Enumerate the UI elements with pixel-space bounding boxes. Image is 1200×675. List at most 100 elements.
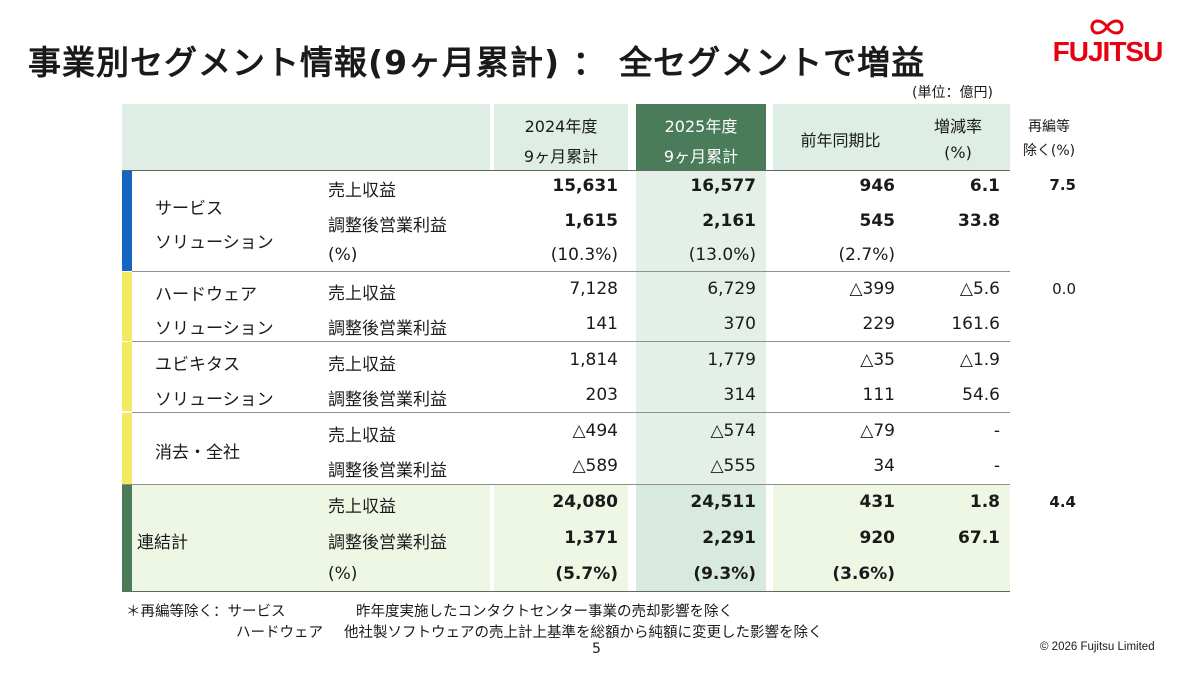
- fujitsu-logo: FUJITSU: [1040, 16, 1175, 76]
- cell-fy25: 1,779: [707, 350, 756, 370]
- header-fy2025-year: 2025年度: [664, 117, 738, 136]
- header-bg-fy2025: [636, 104, 766, 170]
- header-excl-unit: 除く(%): [1022, 143, 1076, 159]
- header-bg-left: [122, 104, 490, 170]
- row-rule: [132, 341, 1010, 342]
- cell-fy25: 16,577: [690, 176, 756, 196]
- footnote-prefix: ＊再編等除く：サービス: [126, 604, 286, 620]
- row-rule: [132, 271, 1010, 272]
- cell-fy25: (9.3%): [693, 564, 756, 584]
- cell-yoy: 920: [859, 528, 896, 548]
- cell-fy25: △574: [710, 421, 756, 441]
- segment-name-hardware-2: ソリューション: [155, 319, 274, 339]
- cell-rate: △5.6: [959, 279, 1000, 299]
- segment-name-hardware: ハードウェア: [155, 285, 257, 305]
- row-label: 調整後営業利益: [328, 390, 447, 410]
- elimination-color-bar: [122, 413, 132, 484]
- row-label: 調整後営業利益: [328, 533, 447, 553]
- cell-yoy: 111: [862, 385, 895, 405]
- cell-rate: 6.1: [969, 176, 1000, 196]
- cell-fy24: (5.7%): [555, 564, 618, 584]
- service-color-bar: [122, 170, 132, 271]
- cell-yoy: 545: [859, 211, 896, 231]
- consolidated-bg-yoy: [773, 485, 1010, 591]
- consolidated-color-bar: [122, 485, 132, 591]
- segment-name-ubiquitous: ユビキタス: [155, 355, 240, 375]
- consolidated-bg-fy2024: [494, 485, 628, 591]
- header-fy2024-period: 9ヶ月累計: [523, 147, 599, 166]
- row-rule: [132, 412, 1010, 413]
- row-rule: [122, 484, 1010, 485]
- cell-fy24: 1,371: [564, 528, 618, 548]
- cell-rate: 1.8: [969, 492, 1000, 512]
- page-number: 5: [592, 641, 601, 657]
- header-rate: 増減率: [933, 117, 982, 136]
- page-title: 事業別セグメント情報(9ヶ月累計) ： 全セグメントで増益: [28, 43, 926, 82]
- cell-yoy: △399: [849, 279, 895, 299]
- cell-excl: 4.4: [1049, 493, 1076, 511]
- cell-rate: -: [993, 456, 1000, 476]
- ubiquitous-color-bar: [122, 342, 132, 411]
- cell-rate: 33.8: [958, 211, 1000, 231]
- cell-fy24: △589: [572, 456, 618, 476]
- cell-fy24: 15,631: [552, 176, 618, 196]
- copyright: © 2026 Fujitsu Limited: [1040, 641, 1155, 653]
- header-rate-unit: (%): [944, 143, 972, 162]
- header-fy2025-period: 9ヶ月累計: [663, 147, 739, 166]
- header-bg-fy2024: [494, 104, 628, 170]
- header-excl: 再編等: [1028, 119, 1070, 135]
- unit-label: (単位：億円): [912, 85, 993, 101]
- row-label: 売上収益: [328, 426, 396, 446]
- cell-yoy: 431: [859, 492, 896, 512]
- row-label: 調整後営業利益: [328, 461, 447, 481]
- row-label: 調整後営業利益: [328, 216, 447, 236]
- cell-rate: 54.6: [962, 385, 1000, 405]
- cell-rate: 161.6: [951, 314, 1000, 334]
- cell-excl: 7.5: [1049, 176, 1076, 194]
- cell-fy25: 2,291: [702, 528, 756, 548]
- row-label: 売上収益: [328, 497, 396, 517]
- row-label: 売上収益: [328, 284, 396, 304]
- header-bg-yoy: [773, 104, 1010, 170]
- fy2025-column-bg: [636, 170, 766, 485]
- cell-fy24: △494: [572, 421, 618, 441]
- infinity-mark-icon: [1090, 19, 1124, 35]
- cell-fy25: 370: [723, 314, 756, 334]
- cell-fy24: 24,080: [552, 492, 618, 512]
- hardware-color-bar: [122, 272, 132, 341]
- cell-yoy: 229: [862, 314, 895, 334]
- cell-fy24: 141: [585, 314, 618, 334]
- cell-rate: -: [993, 421, 1000, 441]
- segment-name-elimination: 消去・全社: [155, 443, 240, 463]
- header-fy2024-year: 2024年度: [524, 117, 598, 136]
- cell-fy25: △555: [710, 456, 756, 476]
- cell-fy25: (13.0%): [688, 245, 756, 265]
- cell-fy24: 203: [585, 385, 618, 405]
- segment-name-service-2: ソリューション: [155, 233, 274, 253]
- cell-rate: △1.9: [959, 350, 1000, 370]
- cell-fy24: 7,128: [569, 279, 618, 299]
- row-label: (%): [328, 245, 358, 265]
- cell-yoy: (3.6%): [832, 564, 895, 584]
- cell-fy24: (10.3%): [550, 245, 618, 265]
- cell-yoy: △35: [860, 350, 895, 370]
- cell-excl: 0.0: [1052, 280, 1076, 298]
- cell-fy25: 314: [723, 385, 756, 405]
- footnote-hw-label: ハードウェア: [236, 625, 323, 641]
- cell-yoy: 946: [859, 176, 896, 196]
- cell-rate: 67.1: [958, 528, 1000, 548]
- row-label: (%): [328, 564, 358, 584]
- footnote-line-2: 他社製ソフトウェアの売上計上基準を総額から純額に変更した影響を除く: [344, 625, 823, 641]
- row-label: 売上収益: [328, 181, 396, 201]
- cell-fy25: 24,511: [690, 492, 756, 512]
- row-label: 売上収益: [328, 355, 396, 375]
- segment-name-service: サービス: [155, 199, 223, 219]
- logo-text: FUJITSU: [1052, 36, 1164, 67]
- cell-yoy: △79: [860, 421, 895, 441]
- header-rule: [122, 170, 1010, 171]
- cell-fy24: 1,814: [569, 350, 618, 370]
- cell-yoy: (2.7%): [838, 245, 895, 265]
- footnote-line-1: 昨年度実施したコンタクトセンター事業の売却影響を除く: [356, 604, 733, 620]
- consolidated-bg-fy2025: [636, 485, 766, 591]
